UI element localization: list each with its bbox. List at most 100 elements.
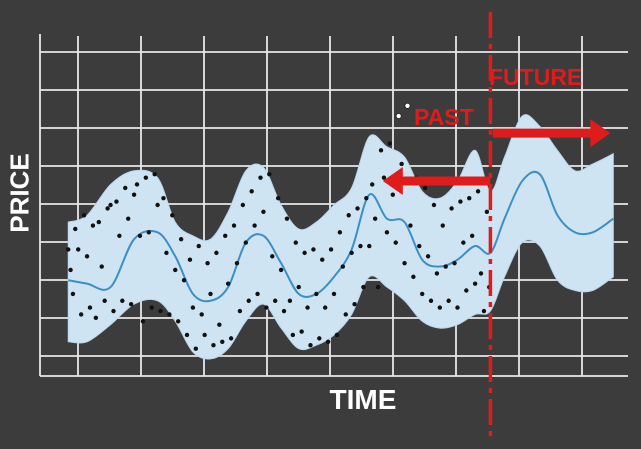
data-point (395, 113, 402, 120)
data-point (149, 305, 154, 310)
data-point (126, 216, 131, 221)
data-point (164, 250, 169, 256)
data-point (349, 250, 354, 256)
data-point (293, 240, 298, 245)
data-point (328, 247, 334, 252)
data-point (178, 237, 184, 242)
data-point (214, 250, 219, 256)
x-axis-label: TIME (329, 384, 397, 415)
data-point (217, 322, 222, 327)
data-point (355, 206, 360, 211)
past-arrow (382, 167, 491, 196)
data-point (84, 254, 90, 259)
data-point (478, 271, 484, 276)
data-point (452, 260, 457, 266)
data-point (273, 298, 278, 303)
data-point (387, 141, 393, 146)
data-point (325, 339, 331, 344)
uncertainty-band (67, 114, 614, 360)
data-point (240, 202, 246, 208)
data-point (267, 172, 272, 177)
data-point (469, 233, 475, 238)
data-point (458, 199, 463, 204)
data-point (234, 260, 240, 266)
forecast-line (68, 170, 614, 303)
data-point (461, 240, 466, 245)
data-point (117, 233, 122, 238)
data-point (431, 202, 437, 208)
data-point (158, 308, 163, 314)
annotation-arrows (382, 119, 611, 196)
data-point (137, 233, 143, 238)
data-point (308, 343, 313, 348)
data-point (411, 274, 416, 280)
data-point (428, 298, 434, 303)
data-point (155, 202, 160, 208)
data-point (346, 213, 351, 218)
data-point (202, 332, 207, 338)
data-point (402, 260, 407, 266)
data-point (231, 223, 237, 228)
data-point (399, 161, 404, 167)
data-point (228, 336, 234, 341)
data-point (205, 260, 210, 266)
data-point (258, 175, 263, 180)
data-point (90, 223, 96, 228)
data-point (76, 247, 81, 252)
data-point (358, 243, 363, 249)
data-point (114, 199, 119, 204)
data-point (131, 192, 137, 197)
future-label: FUTURE (489, 64, 583, 90)
data-point (146, 230, 151, 235)
data-point (296, 284, 301, 290)
data-point (420, 291, 425, 297)
data-point (208, 291, 213, 297)
data-point (140, 319, 146, 324)
data-point (99, 264, 104, 269)
data-point (384, 230, 390, 235)
data-point (320, 257, 325, 262)
data-point (199, 312, 204, 317)
data-point (246, 298, 251, 303)
data-point (190, 305, 196, 310)
data-point (446, 298, 451, 303)
data-point (317, 336, 322, 341)
data-point (275, 195, 281, 201)
data-point (331, 291, 337, 297)
data-point (143, 175, 149, 180)
future-arrow (492, 119, 611, 148)
data-point (467, 195, 472, 201)
data-point (367, 243, 372, 249)
data-point (337, 230, 343, 235)
data-point (334, 332, 340, 338)
data-point (102, 298, 107, 303)
data-point (361, 284, 366, 290)
data-point (464, 288, 469, 293)
data-point (437, 305, 443, 310)
data-point (225, 281, 231, 286)
data-point (481, 308, 487, 314)
data-point (73, 226, 78, 232)
data-point (243, 240, 248, 245)
data-point (287, 298, 293, 303)
data-point (393, 240, 398, 245)
data-point (96, 219, 102, 225)
data-point (417, 243, 422, 249)
data-point (314, 291, 319, 297)
data-point (181, 278, 187, 283)
data-point (111, 308, 116, 314)
data-point (340, 264, 346, 269)
data-point (93, 315, 99, 321)
data-point (390, 192, 395, 197)
data-point (223, 233, 228, 238)
data-point (120, 298, 125, 303)
data-point (425, 254, 431, 259)
data-point (123, 185, 128, 191)
data-point (184, 332, 190, 338)
data-point (343, 312, 348, 317)
data-point (193, 346, 199, 351)
data-point (278, 267, 284, 273)
data-point (299, 329, 304, 334)
data-point (434, 271, 440, 276)
data-point (322, 305, 328, 310)
